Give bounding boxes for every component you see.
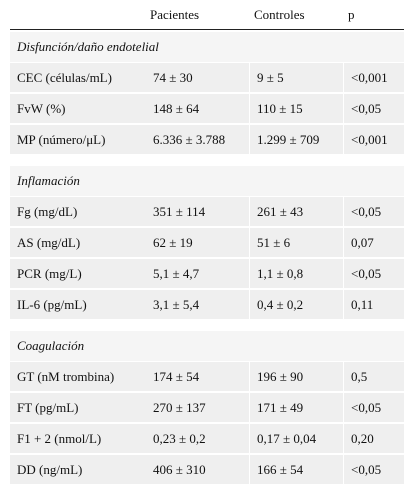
table-cell: <0,05: [344, 393, 404, 422]
table-cell: 174 ± 54: [146, 362, 249, 391]
table-cell: IL-6 (pg/mL): [10, 290, 146, 319]
table-cell: 3,1 ± 5,4: [146, 290, 249, 319]
table-cell: 196 ± 90: [250, 362, 343, 391]
table-cell: 270 ± 137: [146, 393, 249, 422]
table-cell: FvW (%): [10, 94, 146, 123]
header-rule: [10, 29, 404, 30]
table-cell: <0,05: [344, 197, 404, 226]
header-cell: Controles: [254, 7, 305, 22]
table-cell: 6.336 ± 3.788: [146, 125, 249, 154]
table-cell: <0,001: [344, 63, 404, 92]
table-cell: 74 ± 30: [146, 63, 249, 92]
table-cell: 0,07: [344, 228, 404, 257]
header-cell: Pacientes: [150, 7, 200, 22]
table-cell: 0,11: [344, 290, 404, 319]
table-cell: CEC (células/mL): [10, 63, 146, 92]
table-cell: AS (mg/dL): [10, 228, 146, 257]
table-cell: MP (número/μL): [10, 125, 146, 154]
table-cell: 406 ± 310: [146, 455, 249, 484]
table-cell: 261 ± 43: [250, 197, 343, 226]
table-cell: 166 ± 54: [250, 455, 343, 484]
table-cell: <0,05: [344, 259, 404, 288]
table-cell: 0,17 ± 0,04: [250, 424, 343, 453]
table-cell: FT (pg/mL): [10, 393, 146, 422]
table-cell: GT (nM trombina): [10, 362, 146, 391]
table-cell: <0,05: [344, 455, 404, 484]
section-title: Disfunción/daño endotelial: [10, 32, 404, 62]
table-cell: DD (ng/mL): [10, 455, 146, 484]
table-cell: 0,4 ± 0,2: [250, 290, 343, 319]
table-cell: F1 + 2 (nmol/L): [10, 424, 146, 453]
section-title: Coagulación: [10, 331, 404, 361]
table-cell: <0,001: [344, 125, 404, 154]
table-cell: 1.299 ± 709: [250, 125, 343, 154]
section-title: Inflamación: [10, 166, 404, 196]
table-cell: 1,1 ± 0,8: [250, 259, 343, 288]
table-cell: 351 ± 114: [146, 197, 249, 226]
table-cell: 51 ± 6: [250, 228, 343, 257]
table-cell: PCR (mg/L): [10, 259, 146, 288]
table-cell: 110 ± 15: [250, 94, 343, 123]
table-cell: 171 ± 49: [250, 393, 343, 422]
table-cell: <0,05: [344, 94, 404, 123]
table-cell: 62 ± 19: [146, 228, 249, 257]
table-cell: 0,20: [344, 424, 404, 453]
header-cell: p: [348, 7, 355, 22]
table-cell: 0,23 ± 0,2: [146, 424, 249, 453]
table-cell: 9 ± 5: [250, 63, 343, 92]
table-cell: 148 ± 64: [146, 94, 249, 123]
table-cell: Fg (mg/dL): [10, 197, 146, 226]
table-cell: 5,1 ± 4,7: [146, 259, 249, 288]
table-cell: 0,5: [344, 362, 404, 391]
